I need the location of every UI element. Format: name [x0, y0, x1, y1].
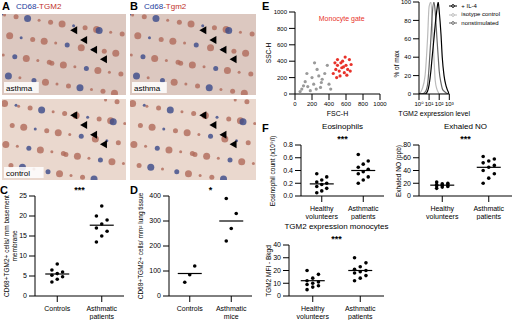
- svg-text:400: 400: [324, 101, 335, 107]
- svg-text:600: 600: [277, 42, 288, 48]
- svg-text:Controls: Controls: [44, 305, 71, 312]
- svg-text:Healthyvolunteers: Healthyvolunteers: [426, 205, 459, 220]
- svg-text:40: 40: [273, 241, 281, 248]
- svg-text:asthma: asthma: [6, 84, 33, 93]
- html-text:% of max: % of max: [393, 50, 400, 77]
- svg-text:0: 0: [284, 91, 288, 97]
- html-text:CD68+TGM2+ cells/ mm basement: CD68+TGM2+ cells/ mm basement membrane: [3, 195, 18, 297]
- svg-text:20: 20: [273, 267, 281, 274]
- svg-text:20: 20: [404, 73, 411, 79]
- svg-text:1000: 1000: [373, 101, 387, 107]
- svg-text:0: 0: [157, 292, 161, 299]
- svg-text:10¹: 10¹: [425, 101, 434, 107]
- svg-text:40: 40: [404, 54, 411, 60]
- svg-text:30: 30: [273, 254, 281, 261]
- svg-text:0: 0: [277, 292, 281, 299]
- svg-text:0: 0: [293, 101, 297, 107]
- svg-text:Asthmaticpatients: Asthmaticpatients: [86, 305, 117, 320]
- html-text:Exhaled NO (ppb): Exhaled NO (ppb): [395, 144, 402, 197]
- html-text:+ IL-4: + IL-4: [461, 3, 477, 9]
- html-text:A: A: [2, 0, 10, 12]
- svg-text:0.6: 0.6: [283, 154, 293, 161]
- html-text:B: B: [130, 0, 138, 12]
- svg-text:10: 10: [273, 280, 281, 287]
- svg-text:800: 800: [358, 101, 369, 107]
- svg-text:Asthmaticpatients: Asthmaticpatients: [348, 205, 379, 220]
- svg-text:15: 15: [19, 232, 27, 239]
- svg-text:FSC-H: FSC-H: [327, 110, 348, 117]
- html-text:CD68 -TGM2: CD68 -TGM2: [16, 2, 62, 11]
- svg-text:100: 100: [149, 267, 161, 274]
- html-text:C: C: [0, 184, 8, 196]
- svg-text:400: 400: [149, 192, 161, 199]
- svg-text:Healthyvolunteers: Healthyvolunteers: [297, 305, 330, 320]
- html-text:isotype control: isotype control: [461, 11, 500, 18]
- html-text:TGM2 MFI - Bkgd: TGM2 MFI - Bkgd: [265, 244, 272, 297]
- svg-text:800: 800: [277, 26, 288, 32]
- svg-text:300: 300: [149, 217, 161, 224]
- html-text:Monocyte gate: Monocyte gate: [318, 15, 365, 22]
- svg-text:20: 20: [19, 212, 27, 219]
- svg-text:0: 0: [23, 292, 27, 299]
- svg-text:0.8: 0.8: [283, 141, 293, 148]
- html-text:Exhaled NO: Exhaled NO: [443, 122, 488, 131]
- svg-text:Healthyvolunteers: Healthyvolunteers: [306, 205, 339, 220]
- svg-text:200: 200: [277, 75, 288, 81]
- svg-text:TGM2 expression level: TGM2 expression level: [398, 110, 470, 118]
- html-text:SSC-H: SSC-H: [265, 42, 272, 64]
- svg-text:80: 80: [403, 141, 411, 148]
- svg-text:10²: 10²: [435, 101, 444, 107]
- svg-text:60: 60: [403, 154, 411, 161]
- svg-text:25: 25: [19, 192, 27, 199]
- svg-text:200: 200: [149, 242, 161, 249]
- svg-text:Asthmaticpatients: Asthmaticpatients: [345, 305, 376, 320]
- svg-text:10³: 10³: [445, 101, 454, 107]
- html-text:CD68+TGM2+ cells/ mm² lung tis: CD68+TGM2+ cells/ mm² lung tissue: [137, 192, 144, 300]
- html-text:E: E: [262, 0, 270, 12]
- svg-text:80: 80: [404, 18, 411, 24]
- svg-text:Controls: Controls: [177, 305, 204, 312]
- svg-text:100: 100: [401, 0, 412, 5]
- html-text:Cd68 -Tgm2: Cd68 -Tgm2: [144, 2, 187, 11]
- svg-text:600: 600: [341, 101, 352, 107]
- html-text:Eosinophils: Eosinophils: [322, 122, 363, 131]
- svg-text:asthma: asthma: [134, 84, 161, 93]
- svg-text:Asthmaticmice: Asthmaticmice: [216, 305, 247, 320]
- svg-text:0: 0: [408, 91, 412, 97]
- svg-text:400: 400: [277, 58, 288, 64]
- svg-text:5: 5: [23, 272, 27, 279]
- svg-text:60: 60: [404, 36, 411, 42]
- html-text:D: D: [130, 184, 138, 196]
- html-text:TGM2 expression monocytes: TGM2 expression monocytes: [284, 222, 389, 231]
- svg-text:10⁰: 10⁰: [414, 101, 424, 107]
- svg-text:control: control: [6, 169, 30, 178]
- html-text:nonstimulated: nonstimulated: [461, 19, 499, 26]
- svg-text:Asthmaticpatients: Asthmaticpatients: [473, 205, 504, 220]
- svg-text:0.4: 0.4: [283, 167, 293, 174]
- svg-text:0.0: 0.0: [283, 192, 293, 199]
- svg-text:0.2: 0.2: [283, 180, 293, 187]
- html-text:Eosinophil count (x10⁹/l): Eosinophil count (x10⁹/l): [269, 135, 276, 206]
- svg-text:20: 20: [403, 180, 411, 187]
- svg-text:0: 0: [407, 192, 411, 199]
- svg-text:1000: 1000: [274, 9, 288, 15]
- svg-text:200: 200: [307, 101, 318, 107]
- svg-text:10: 10: [19, 252, 27, 259]
- svg-text:40: 40: [403, 167, 411, 174]
- html-text:F: F: [262, 122, 269, 134]
